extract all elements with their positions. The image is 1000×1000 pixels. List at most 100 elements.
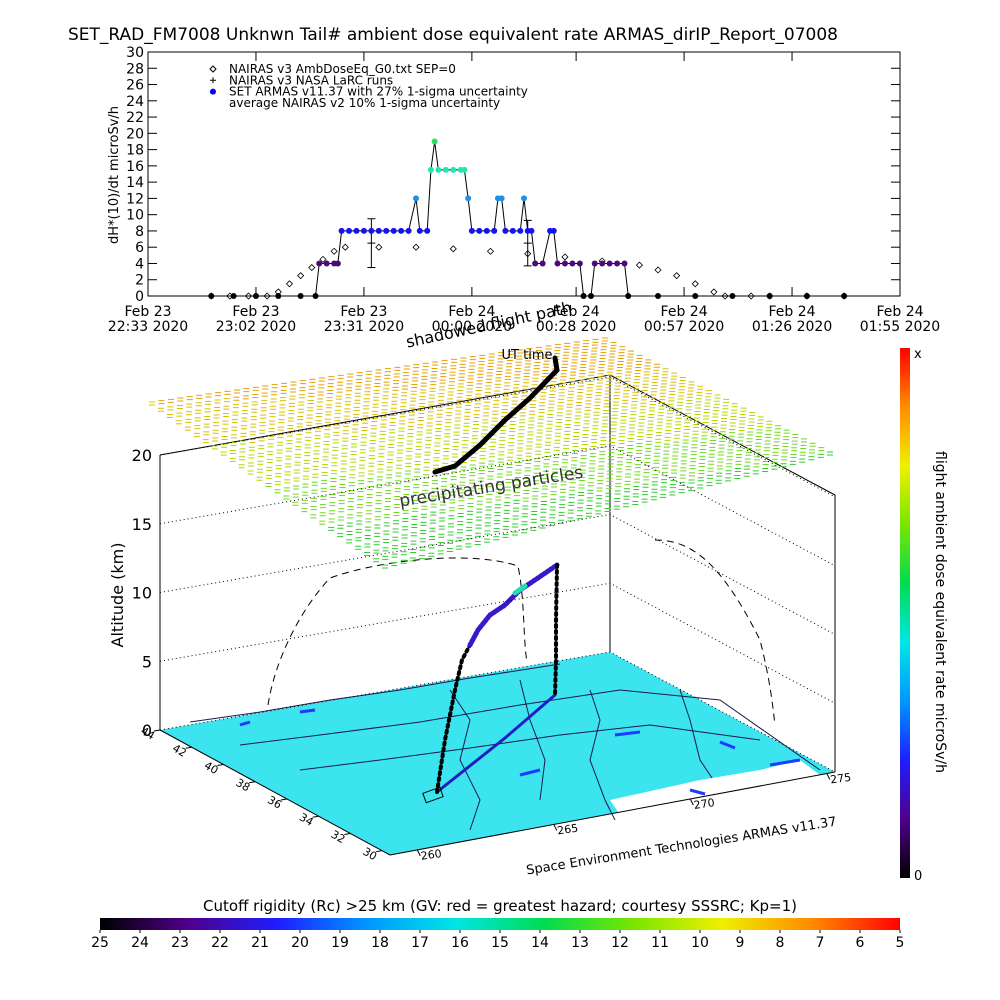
particle-dash	[486, 378, 493, 383]
z-tick-label: 20	[132, 446, 152, 465]
particle-dash	[294, 453, 301, 458]
particle-dash	[419, 555, 426, 560]
particle-dash	[357, 488, 364, 493]
particle-dash	[555, 425, 562, 430]
particle-dash	[746, 438, 753, 443]
particle-dash	[331, 462, 338, 467]
particle-dash	[485, 506, 492, 511]
particle-dash	[385, 482, 392, 487]
particle-dash	[329, 493, 336, 498]
particle-dash	[670, 469, 677, 474]
diamond-point	[654, 266, 662, 274]
particle-dash	[529, 403, 536, 408]
particle-dash	[176, 405, 183, 410]
particle-dash	[412, 507, 419, 512]
particle-dash	[358, 472, 365, 477]
armas-point	[591, 260, 598, 267]
particle-dash	[545, 434, 552, 439]
particle-dash	[321, 471, 328, 476]
particle-dash	[374, 524, 381, 529]
particle-dash	[391, 562, 398, 567]
particle-dash	[691, 437, 698, 442]
particle-dash	[809, 442, 816, 447]
particle-dash	[521, 529, 528, 534]
armas-point	[491, 227, 498, 234]
particle-dash	[744, 465, 751, 470]
particle-dash	[400, 559, 407, 564]
y-tick-label: 10	[126, 208, 144, 224]
particle-dash	[479, 462, 486, 467]
armas-point	[483, 227, 490, 234]
particle-dash	[525, 460, 532, 465]
particle-dash	[594, 398, 601, 403]
particle-dash	[417, 424, 424, 429]
particle-dash	[431, 495, 438, 500]
lat-tick	[185, 746, 192, 749]
particle-dash	[503, 509, 510, 514]
particle-dash	[420, 521, 427, 526]
particle-dash	[703, 409, 710, 414]
particle-dash	[322, 464, 329, 469]
particle-dash	[459, 363, 466, 368]
lat-tick-label: 42	[170, 742, 189, 760]
particle-dash	[783, 436, 790, 441]
particle-dash	[157, 407, 164, 412]
particle-dash	[504, 382, 511, 387]
cruise	[467, 562, 560, 648]
particle-dash	[469, 356, 476, 361]
particle-dash	[680, 460, 687, 465]
particle-dash	[337, 381, 344, 386]
particle-dash	[687, 387, 694, 392]
particle-dash	[661, 374, 668, 379]
particle-dash	[607, 365, 614, 370]
armas-point	[521, 195, 527, 202]
particle-dash	[346, 522, 353, 527]
diamond-point	[341, 243, 349, 251]
particle-dash	[622, 393, 629, 398]
x-tick-label: Feb 24 01:26 2020	[751, 304, 833, 335]
particle-dash	[205, 400, 212, 405]
particle-dash	[409, 404, 416, 409]
particle-dash	[400, 406, 407, 411]
particle-dash	[331, 454, 338, 459]
particle-dash	[541, 485, 548, 490]
particle-dash	[568, 494, 575, 499]
particle-dash	[625, 368, 632, 373]
particle-dash	[301, 508, 308, 513]
colorbar-tick-label: 12	[611, 935, 629, 951]
particle-dash	[432, 464, 439, 469]
cutoff-curves	[267, 539, 776, 726]
particle-dash	[285, 455, 292, 460]
particle-dash	[643, 371, 650, 376]
particle-dash	[677, 401, 684, 406]
particle-dash	[567, 509, 574, 514]
particle-dash	[540, 500, 547, 505]
particle-dash	[593, 411, 600, 416]
particle-dash	[608, 359, 615, 364]
particle-dash	[775, 425, 782, 430]
particle-dash	[739, 414, 746, 419]
particle-dash	[544, 441, 551, 446]
particle-dash	[429, 536, 436, 541]
particle-dash	[624, 488, 631, 493]
colorbar-tick-label: 22	[211, 935, 229, 951]
armas-point	[338, 227, 345, 234]
particle-dash	[518, 433, 525, 438]
particle-dash	[548, 400, 555, 405]
particle-dash	[436, 420, 443, 425]
particle-dash	[609, 435, 616, 440]
particle-dash	[422, 369, 429, 374]
armas-point	[606, 260, 613, 267]
particle-dash	[661, 380, 668, 385]
particle-dash	[406, 440, 413, 445]
particle-dash	[505, 486, 512, 491]
particle-dash	[664, 436, 671, 441]
particle-dash	[453, 438, 460, 443]
particle-dash	[501, 409, 508, 414]
particle-dash	[202, 439, 209, 444]
particle-dash	[700, 448, 707, 453]
particle-dash	[611, 414, 618, 419]
particle-dash	[355, 385, 362, 390]
particle-dash	[312, 473, 319, 478]
